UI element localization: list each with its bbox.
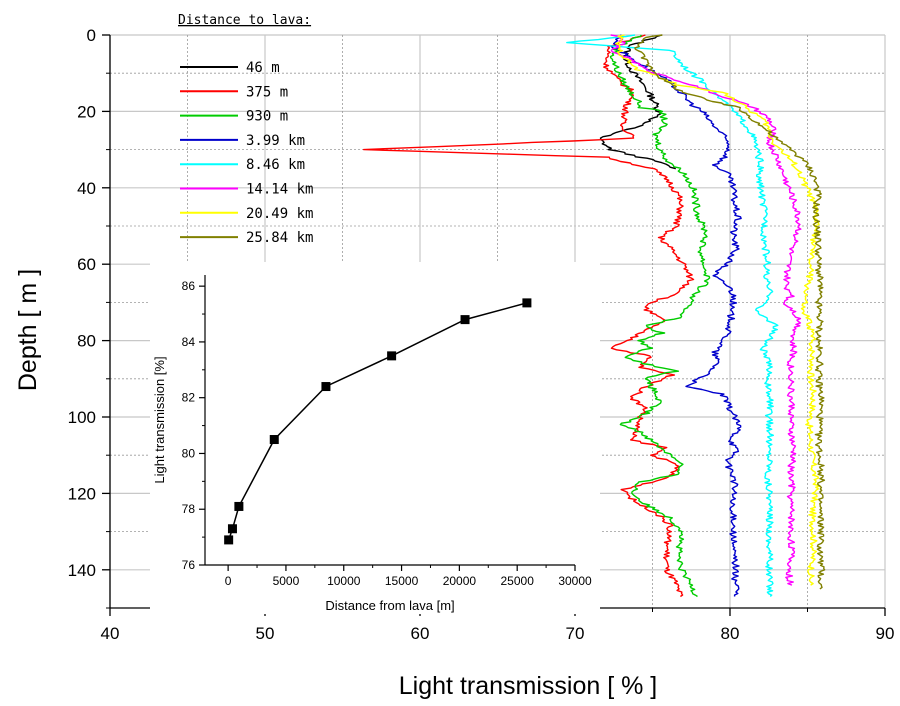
legend-label: 20.49 km: [246, 206, 313, 222]
inset-y-tick-label: 78: [182, 502, 196, 516]
inset-x-tick-label: 30000: [558, 574, 592, 588]
series-lines: [363, 34, 826, 598]
inset-marker: [224, 535, 234, 545]
inset-x-tick-label: 0: [225, 574, 232, 588]
inset-chart: 76 78 80 82 84 86 0 5000 10000 15000 20000 25000 300…: [150, 262, 600, 614]
x-tick-label: 80: [721, 624, 740, 643]
y-tick-label: 0: [87, 26, 96, 45]
legend-label: 25.84 km: [246, 230, 313, 246]
inset-x-tick-label: 5000: [273, 574, 300, 588]
y-tick-label: 20: [77, 102, 96, 121]
inset-marker: [321, 382, 331, 392]
inset-x-tick-label: 25000: [501, 574, 535, 588]
inset-y-tick-label: 84: [182, 335, 196, 349]
inset-x-tick-label: 15000: [385, 574, 419, 588]
series-line: [566, 34, 779, 597]
series-line: [610, 34, 802, 586]
inset-y-tick-label: 80: [182, 446, 196, 460]
inset-y-tick-label: 86: [182, 279, 196, 293]
y-tick-label: 60: [77, 255, 96, 274]
x-tick-label: 60: [411, 624, 430, 643]
legend-label: 46 m: [246, 60, 280, 76]
y-tick-label: 40: [77, 179, 96, 198]
x-axis-title: Light transmission [ % ]: [399, 672, 657, 700]
legend-label: 14.14 km: [246, 182, 313, 198]
inset-x-tick-label: 10000: [327, 574, 361, 588]
series-line: [599, 34, 676, 170]
legend: Distance to lava: 46 m 375 m 930 m 3.99 km 8.…: [178, 13, 313, 246]
x-tick-label: 90: [876, 624, 895, 643]
y-tick-label: 80: [77, 332, 96, 351]
inset-y-tick-label: 82: [182, 391, 196, 405]
inset-y-tick-label: 76: [182, 558, 196, 572]
x-tick-label: 50: [256, 624, 275, 643]
inset-background: [150, 262, 600, 614]
x-tick-label: 70: [566, 624, 585, 643]
inset-marker: [387, 351, 397, 361]
inset-x-tick-label: 20000: [443, 574, 477, 588]
series-line: [634, 34, 826, 590]
y-axis-title: Depth [ m ]: [14, 269, 42, 391]
legend-label: 375 m: [246, 84, 288, 100]
inset-marker: [460, 315, 470, 325]
x-tick-label: 40: [101, 624, 120, 643]
y-tick-label: 100: [68, 408, 96, 427]
inset-marker: [227, 524, 237, 534]
legend-title: Distance to lava:: [178, 13, 311, 28]
inset-marker: [234, 501, 244, 511]
inset-y-axis-title: Light transmission [%]: [152, 356, 167, 483]
series-line: [609, 34, 711, 598]
series-line: [610, 34, 742, 597]
inset-marker: [522, 298, 532, 308]
y-tick-label: 140: [68, 561, 96, 580]
inset-x-axis-title: Distance from lava [m]: [325, 598, 454, 613]
legend-label: 8.46 km: [246, 157, 305, 173]
series-line: [363, 34, 695, 598]
y-tick-label: 120: [68, 484, 96, 503]
legend-label: 930 m: [246, 109, 288, 125]
inset-marker: [269, 435, 279, 445]
series-line: [615, 34, 821, 586]
legend-label: 3.99 km: [246, 133, 305, 149]
